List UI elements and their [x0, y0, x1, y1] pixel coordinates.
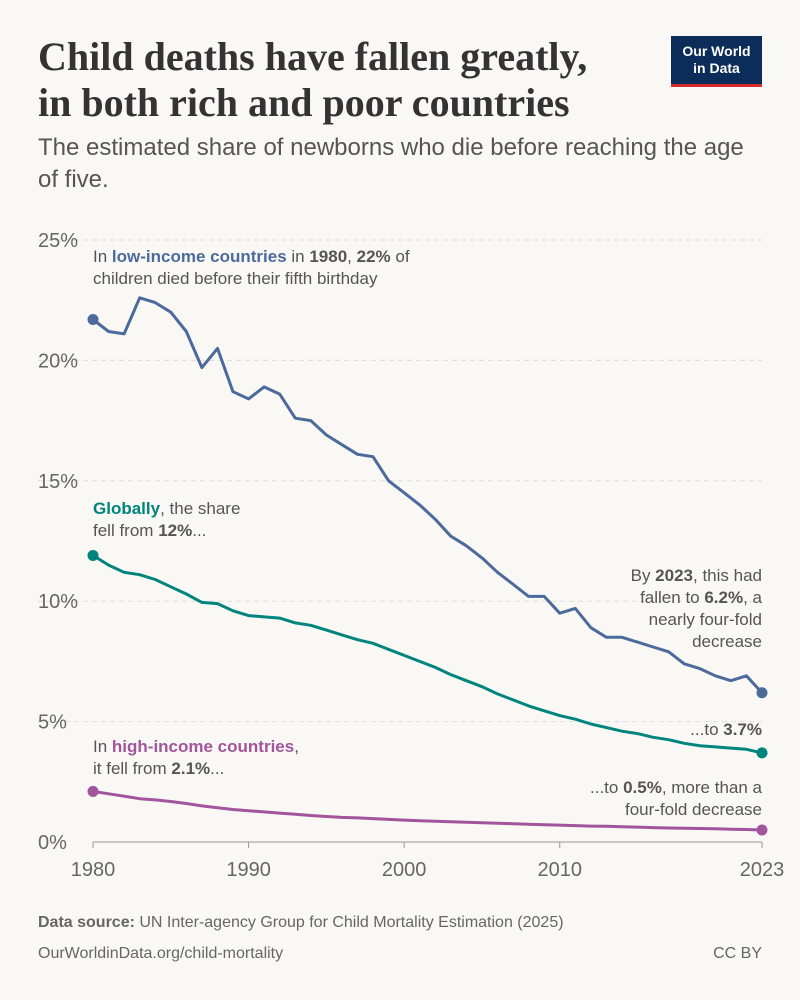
annotation-high-income-start-segment: ,: [294, 737, 299, 756]
series-end-point-low_income: [756, 687, 768, 699]
annotation-high-income-start-segment: 2.1%: [171, 759, 210, 778]
annotation-global-end-segment: 3.7%: [723, 720, 762, 739]
y-tick-label: 15%: [38, 471, 78, 493]
logo-line-1: Our World: [682, 43, 751, 59]
title-line-2: in both rich and poor countries: [38, 80, 570, 125]
annotation-high-income-start-segment: ...: [210, 759, 224, 778]
annotation-low-income-end: By 2023, this had fallen to 6.2%, a nearly…: [631, 566, 763, 651]
annotation-global-start-segment: ...: [192, 521, 206, 540]
y-tick-label: 25%: [38, 230, 78, 252]
source-url[interactable]: OurWorldinData.org/child-mortality: [38, 945, 284, 962]
y-tick-label: 10%: [38, 591, 78, 613]
series-start-point-low_income: [87, 313, 99, 325]
x-tick-label: 1980: [71, 859, 116, 881]
annotation-high-income-end-segment: ...to: [590, 778, 623, 797]
annotation-low-income-end-segment: , a: [743, 588, 762, 607]
annotation-high-income-start: In high-income countries, it fell from 2.…: [93, 737, 299, 778]
annotation-high-income-start-segment: In: [93, 737, 112, 756]
annotation-global-start-segment: 12%: [158, 521, 192, 540]
annotation-high-income-end-segment: 0.5%: [623, 778, 662, 797]
title-line-1: Child deaths have fallen greatly,: [38, 34, 588, 79]
annotation-global-end-segment: ...to: [690, 720, 723, 739]
annotation-global-end: ...to 3.7%: [690, 720, 762, 739]
annotation-low-income-start-segment: 1980: [309, 247, 347, 266]
annotation-high-income-end-segment: , more than a: [662, 778, 763, 797]
annotation-low-income-end-segment: By: [631, 566, 656, 585]
annotation-high-income-start-segment: high-income countries: [112, 737, 294, 756]
annotation-global-start-segment: , the share: [160, 499, 240, 518]
series-end-point-high_income: [756, 824, 768, 836]
annotation-global-start: Globally, the share fell from 12%...: [93, 499, 240, 540]
y-tick-label: 5%: [38, 712, 67, 734]
series-line-global: [91, 553, 764, 755]
owid-logo[interactable]: Our World in Data: [671, 36, 762, 87]
series-end-point-global: [756, 747, 768, 759]
license[interactable]: CC BY: [713, 945, 762, 962]
annotation-low-income-end-segment: nearly four-fold: [649, 610, 762, 629]
annotation-high-income-start-segment: it fell from: [93, 759, 171, 778]
data-source-text: UN Inter-agency Group for Child Mortalit…: [139, 914, 564, 931]
annotation-low-income-start-segment: low-income countries: [112, 247, 287, 266]
y-tick-label: 20%: [38, 350, 78, 372]
annotation-low-income-start-segment: 22%: [357, 247, 391, 266]
x-tick-label: 1990: [226, 859, 271, 881]
annotation-low-income-end-segment: , this had: [693, 566, 762, 585]
annotation-global-start-segment: fell from: [93, 521, 158, 540]
x-tick-label: 2010: [537, 859, 582, 881]
annotation-low-income-end-segment: 2023: [655, 566, 693, 585]
annotation-low-income-start-segment: ,: [347, 247, 356, 266]
annotation-low-income-start-segment: in: [287, 247, 310, 266]
annotation-low-income-end-segment: 6.2%: [704, 588, 743, 607]
data-source: Data source: UN Inter-agency Group for C…: [38, 914, 564, 932]
chart-subtitle: The estimated share of newborns who die …: [38, 134, 744, 193]
series-line-high_income: [91, 789, 764, 832]
chart-title: Child deaths have fallen greatly, in bot…: [38, 34, 638, 126]
series-start-point-global: [87, 549, 99, 561]
annotation-low-income-end-segment: decrease: [692, 632, 762, 651]
y-tick-label: 0%: [38, 832, 67, 854]
annotation-low-income-start-segment: children died before their fifth birthda…: [93, 269, 378, 288]
annotation-high-income-end-segment: four-fold decrease: [625, 800, 762, 819]
annotation-low-income-start-segment: of: [391, 247, 410, 266]
annotation-low-income-end-segment: fallen to: [640, 588, 704, 607]
annotation-high-income-end: ...to 0.5%, more than a four-fold decreas…: [590, 778, 763, 819]
data-source-label: Data source:: [38, 914, 135, 931]
x-tick-label: 2000: [382, 859, 427, 881]
series-start-point-high_income: [87, 785, 99, 797]
annotation-low-income-start: In low-income countries in 1980, 22% of c…: [93, 247, 410, 288]
x-tick-label: 2023: [740, 859, 785, 881]
annotation-low-income-start-segment: In: [93, 247, 112, 266]
logo-line-2: in Data: [693, 60, 740, 76]
series-line-low_income: [91, 296, 764, 695]
annotation-global-start-segment: Globally: [93, 499, 161, 518]
